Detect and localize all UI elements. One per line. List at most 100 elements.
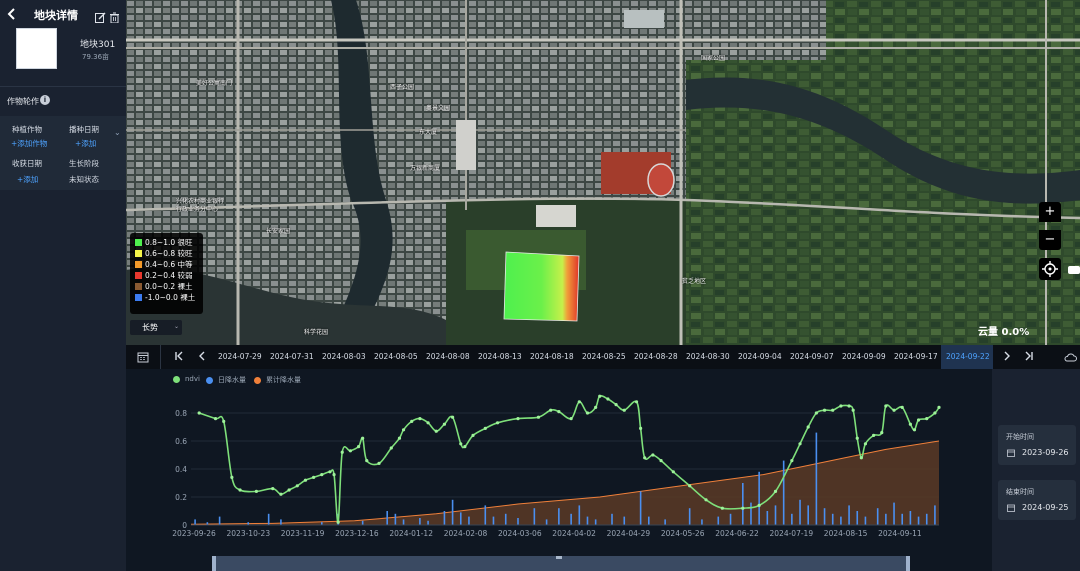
x-tick-label: 2023-09-26 xyxy=(172,529,216,538)
page-title: 地块详情 xyxy=(34,9,78,22)
zoom-in-button[interactable]: + xyxy=(1039,202,1061,222)
daily-rain-bar xyxy=(623,516,626,525)
ndvi-point xyxy=(741,506,745,510)
cloud-icon[interactable] xyxy=(1064,352,1077,362)
range-handle-left[interactable] xyxy=(212,556,216,571)
chart-legend-cumulative-rain: 累计降水量 xyxy=(254,375,301,385)
plot-thumbnail xyxy=(16,28,57,69)
daily-rain-bar xyxy=(267,513,270,525)
daily-rain-bar xyxy=(611,513,613,525)
range-handle-right[interactable] xyxy=(906,556,910,571)
chevron-left-icon[interactable] xyxy=(6,6,18,22)
legend-row: 0.0~0.2 裸土 xyxy=(135,281,203,292)
add-sow-date-link[interactable]: +添加 xyxy=(75,139,97,148)
timeline-date[interactable]: 2024-08-18 xyxy=(530,352,574,361)
locate-button[interactable] xyxy=(1039,258,1061,280)
sow-date-label: 播种日期 xyxy=(69,125,99,134)
calendar-icon[interactable] xyxy=(137,351,149,363)
ndvi-legend: 0.8~1.0 很旺 0.6~0.8 较旺 0.4~0.6 中等 0.2~0.4… xyxy=(130,233,203,314)
map-label: 行政业务分中心 xyxy=(176,206,219,213)
x-tick-label: 2023-12-16 xyxy=(335,529,379,538)
legend-row: 0.8~1.0 很旺 xyxy=(135,237,203,248)
ndvi-point xyxy=(303,478,308,482)
daily-rain-bar xyxy=(901,513,904,525)
legend-swatch xyxy=(135,272,142,279)
ndvi-point xyxy=(459,442,463,446)
sidebar-panel: 地块详情 地块301 79.36亩 作物轮作 i 种植作物 播种日期 +添加作物… xyxy=(0,0,126,571)
ndvi-point xyxy=(254,489,258,493)
timeline-date[interactable]: 2024-08-03 xyxy=(322,352,366,361)
calendar-icon xyxy=(1007,504,1015,512)
growth-select[interactable]: 长势 ⌄ xyxy=(130,320,182,335)
map-edge-tag xyxy=(1068,266,1080,274)
ndvi-point xyxy=(434,429,438,433)
ndvi-point xyxy=(606,397,610,401)
chevron-right-icon[interactable] xyxy=(1002,349,1012,366)
legend-range: 0.8~1.0 xyxy=(145,238,176,247)
ndvi-point xyxy=(356,445,361,449)
daily-rain-bar xyxy=(807,505,810,525)
legend-label: 裸土 xyxy=(180,293,196,302)
ndvi-point xyxy=(822,408,827,412)
daily-rain-bar xyxy=(647,516,650,525)
date-timeline: 2024-07-29 2024-07-31 2024-08-03 2024-08-05… xyxy=(126,345,1080,369)
ndvi-point xyxy=(933,411,937,415)
ndvi-point xyxy=(704,498,708,502)
timeline-date[interactable]: 2024-09-09 xyxy=(842,352,886,361)
timeline-date[interactable]: 2024-07-29 xyxy=(218,352,262,361)
y-tick-label: 0.4 xyxy=(175,465,187,474)
daily-rain-bar xyxy=(533,508,536,525)
ndvi-point xyxy=(336,520,340,524)
timeline-date[interactable]: 2024-07-31 xyxy=(270,352,314,361)
chart-range-scrollbar[interactable] xyxy=(215,556,908,571)
timeline-date[interactable]: 2024-08-08 xyxy=(426,352,470,361)
ndvi-point xyxy=(197,411,201,415)
timeline-date[interactable]: 2024-09-07 xyxy=(790,352,834,361)
timeline-date[interactable]: 2024-08-25 xyxy=(582,352,626,361)
growth-select-label: 长势 xyxy=(142,323,158,332)
calendar-icon xyxy=(1007,449,1015,457)
ndvi-point xyxy=(287,488,291,492)
info-icon[interactable]: i xyxy=(40,95,50,105)
satellite-map[interactable]: 美好公寓南门 西子公园 奥景文园 兴化农村商业银行 行政业务分中心 万银新商厦 … xyxy=(126,0,1080,345)
y-tick-label: 0.8 xyxy=(175,409,187,418)
ndvi-point xyxy=(859,456,863,460)
daily-rain-bar xyxy=(717,516,720,525)
start-date-field[interactable]: 开始时间 2023-09-26 xyxy=(998,425,1076,465)
timeline-date[interactable]: 2024-08-13 xyxy=(478,352,522,361)
legend-dot xyxy=(206,376,213,384)
ndvi-point xyxy=(230,475,234,479)
timeline-date[interactable]: 2024-08-30 xyxy=(686,352,730,361)
trash-icon[interactable] xyxy=(109,8,120,24)
chevron-down-icon[interactable]: ⌄ xyxy=(114,128,121,137)
legend-swatch xyxy=(135,294,142,301)
zoom-out-button[interactable]: − xyxy=(1039,230,1061,250)
chevron-left-icon[interactable] xyxy=(197,349,207,366)
daily-rain-bar xyxy=(750,502,752,525)
x-tick-label: 2024-09-11 xyxy=(878,529,922,538)
map-label: 万银新商厦 xyxy=(410,165,441,172)
add-crop-link[interactable]: +添加作物 xyxy=(11,139,48,148)
timeline-date[interactable]: 2024-09-04 xyxy=(738,352,782,361)
add-harvest-date-link[interactable]: +添加 xyxy=(17,175,39,184)
last-page-icon[interactable] xyxy=(1024,349,1034,366)
timeline-date[interactable]: 2024-08-05 xyxy=(374,352,418,361)
ndvi-point xyxy=(908,422,912,426)
daily-rain-bar xyxy=(594,519,597,525)
daily-rain-bar xyxy=(934,505,936,525)
first-page-icon[interactable] xyxy=(174,349,184,366)
ndvi-point xyxy=(614,403,618,407)
ndvi-rainfall-chart[interactable]: 0 0.2 0.4 0.6 0.8 2023-09-26 2023-10-23 2023-11… xyxy=(126,369,992,571)
end-date-field[interactable]: 结束时间 2024-09-25 xyxy=(998,480,1076,520)
ndvi-point xyxy=(569,417,573,421)
edit-icon[interactable] xyxy=(95,8,106,23)
timeline-date-active[interactable]: 2024-09-22 xyxy=(946,352,990,361)
range-grip[interactable] xyxy=(556,556,562,559)
timeline-date[interactable]: 2024-09-17 xyxy=(894,352,938,361)
legend-label: 较弱 xyxy=(177,271,193,280)
timeline-date[interactable]: 2024-08-28 xyxy=(634,352,678,361)
cumulative-rain-line xyxy=(190,440,940,525)
daily-rain-bar xyxy=(361,520,364,525)
daily-rain-bar xyxy=(492,516,495,525)
end-date-label: 结束时间 xyxy=(1006,488,1034,496)
